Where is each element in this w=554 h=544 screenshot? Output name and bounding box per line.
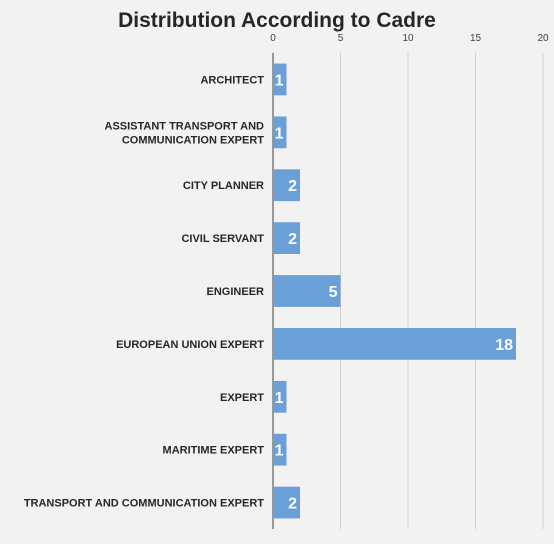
bar [273, 63, 287, 96]
category-label: ENGINEER [207, 286, 265, 298]
bar [273, 486, 300, 519]
x-tick-label: 10 [402, 33, 414, 44]
data-label: 1 [275, 72, 284, 89]
bar [273, 433, 287, 466]
bar [273, 380, 287, 413]
bar [273, 116, 287, 149]
data-label: 2 [288, 231, 297, 248]
bar [273, 169, 300, 202]
data-label: 1 [275, 443, 284, 460]
data-label: 2 [288, 496, 297, 513]
x-tick-label: 5 [338, 33, 344, 44]
category-label: ASSISTANT TRANSPORT AND COMMUNICATION EXP… [105, 120, 265, 146]
data-label: 18 [495, 337, 513, 354]
category-label: ARCHITECT [200, 74, 264, 86]
bar [273, 222, 300, 254]
bar [273, 328, 516, 360]
data-label: 2 [288, 178, 297, 195]
category-label: EXPERT [220, 392, 264, 404]
chart-title: Distribution According to Cadre [118, 9, 436, 32]
category-label: EUROPEAN UNION EXPERT [116, 339, 264, 351]
data-label: 5 [329, 284, 338, 301]
category-label: CITY PLANNER [183, 180, 264, 192]
category-label: TRANSPORT AND COMMUNICATION EXPERT [24, 498, 264, 510]
category-label: CIVIL SERVANT [181, 233, 264, 245]
x-tick-label: 20 [537, 33, 549, 44]
bar [273, 275, 341, 307]
x-tick-label: 15 [470, 33, 482, 44]
data-label: 1 [275, 125, 284, 142]
data-label: 1 [275, 390, 284, 407]
category-label: MARITIME EXPERT [163, 445, 265, 457]
x-tick-label: 0 [270, 33, 276, 44]
